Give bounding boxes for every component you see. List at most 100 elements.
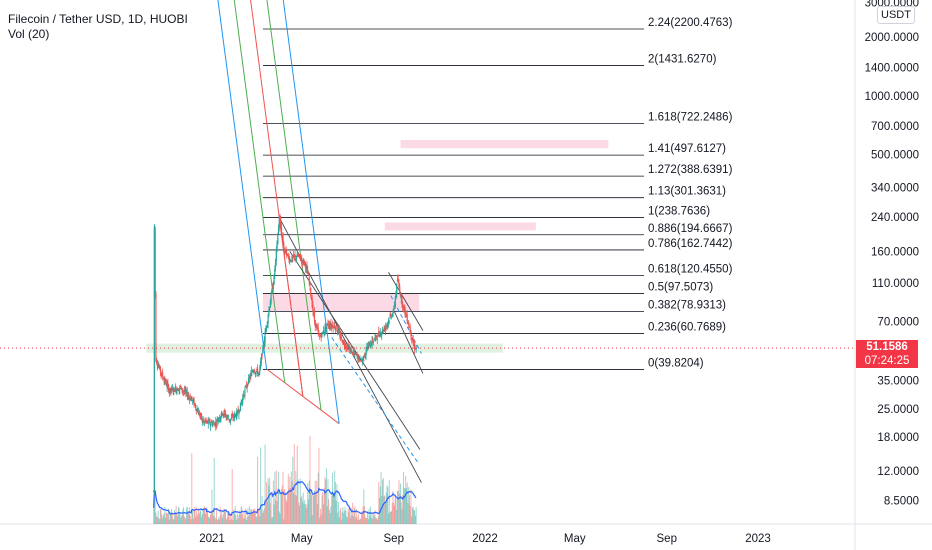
candle-body [208, 420, 210, 422]
candle-body [255, 371, 257, 374]
volume-bar [281, 488, 283, 524]
volume-bar [192, 518, 194, 524]
volume-bar [414, 510, 416, 524]
volume-bar [218, 519, 220, 524]
volume-bar [236, 513, 238, 524]
candle-body [249, 377, 251, 378]
volume-bar [300, 497, 302, 524]
volume-bar [385, 492, 387, 524]
volume-bar [369, 515, 371, 524]
volume-bar [211, 489, 213, 524]
candle-body [408, 322, 410, 326]
candle-body [367, 344, 369, 350]
candle-body [206, 420, 208, 422]
price-tick-label: 110.0000 [872, 278, 919, 290]
volume-bar [330, 506, 332, 524]
candle-body [323, 331, 325, 334]
candle-body [230, 418, 232, 421]
candle-body [400, 296, 402, 299]
volume-bar [301, 495, 303, 524]
volume-indicator-label[interactable]: Vol (20) [8, 27, 50, 41]
volume-bar [371, 514, 373, 524]
volume-bar [302, 492, 304, 524]
candle-body [210, 422, 212, 423]
candle-body [196, 409, 198, 411]
volume-bar [349, 517, 351, 524]
volume-bar [156, 516, 158, 524]
candle-body [251, 371, 253, 376]
volume-bar [181, 514, 183, 524]
trend-channel-line [388, 272, 424, 331]
highlight-zone [384, 222, 536, 231]
candle-body [373, 339, 375, 341]
candle-body [313, 310, 315, 315]
candle-body [247, 383, 249, 385]
volume-bar [296, 445, 298, 524]
volume-bar [340, 519, 342, 524]
candle-body [392, 312, 394, 316]
candle-body [346, 345, 348, 347]
candle-body [173, 387, 175, 391]
candle-body [279, 217, 281, 222]
candle-body [180, 386, 182, 390]
volume-bar [172, 518, 174, 524]
volume-bar [332, 494, 334, 524]
candle-body [338, 329, 340, 333]
volume-bar [206, 513, 208, 524]
candle-body [316, 326, 318, 328]
volume-bar [156, 517, 158, 524]
volume-bar [293, 492, 295, 524]
candle-body [254, 372, 256, 375]
candle-body [402, 304, 404, 307]
candle-body [201, 419, 203, 422]
volume-bar [192, 510, 194, 524]
volume-bar [361, 511, 363, 524]
candle-body [197, 411, 200, 415]
candle-body [260, 356, 262, 363]
candle-body [353, 351, 355, 354]
candle-body [184, 390, 186, 392]
volume-bar [290, 471, 292, 524]
volume-bar [217, 519, 219, 524]
volume-bar [307, 499, 309, 524]
volume-bar [233, 509, 235, 524]
candle-body [359, 357, 361, 359]
candle-body [220, 415, 222, 420]
volume-bar [225, 519, 227, 524]
candle-body [295, 256, 298, 260]
candle-body [252, 370, 254, 372]
candle-body [267, 315, 269, 324]
currency-unit-button[interactable]: USDT [877, 6, 915, 24]
volume-bar [223, 508, 225, 524]
candle-body [401, 296, 403, 305]
candle-body [253, 371, 255, 373]
candle-body [186, 391, 188, 397]
candle-body [266, 321, 268, 325]
volume-bar [395, 498, 397, 524]
volume-bar [219, 506, 221, 524]
volume-bar [233, 511, 235, 524]
candle-body [340, 334, 342, 339]
volume-bar [379, 486, 381, 524]
candle-body [189, 396, 191, 400]
candle-body [286, 253, 288, 257]
candle-body [244, 389, 246, 396]
volume-bar [346, 517, 348, 524]
volume-bar [316, 480, 318, 524]
price-tick-label: 70.0000 [877, 317, 919, 329]
candle-body [216, 419, 218, 423]
candle-body [274, 269, 276, 276]
volume-bar [221, 512, 223, 524]
candle-body [191, 396, 193, 400]
candle-body [307, 270, 309, 275]
volume-bar [408, 487, 410, 524]
candle-body [265, 328, 267, 333]
volume-bar [318, 447, 320, 524]
candle-body [153, 490, 155, 492]
volume-bar [267, 478, 269, 524]
volume-bar [153, 507, 155, 524]
volume-bar [191, 453, 193, 524]
candle-body [346, 346, 348, 349]
volume-bar [305, 508, 307, 524]
